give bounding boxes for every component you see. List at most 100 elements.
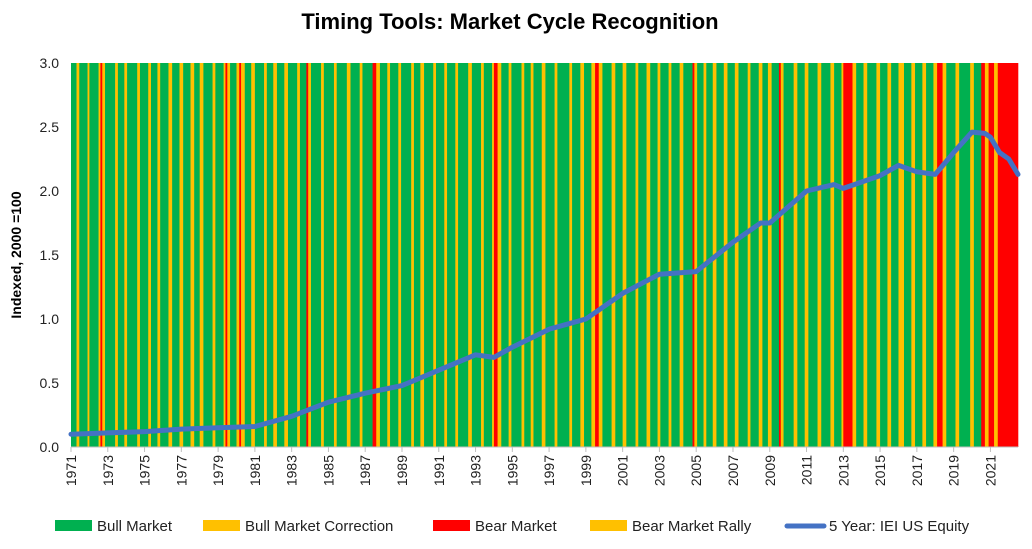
regime-band-bull [89, 63, 99, 447]
regime-band-bull [379, 63, 388, 447]
regime-band-bull [127, 63, 138, 447]
regime-band-correction [227, 63, 231, 447]
regime-band-bear [692, 63, 695, 447]
regime-band-correction [984, 63, 989, 447]
x-tick-label: 1985 [320, 455, 336, 486]
regime-band-bull [572, 63, 581, 447]
regime-band-correction [492, 63, 495, 447]
regime-band-bull [683, 63, 693, 447]
regime-band-bull [244, 63, 252, 447]
x-tick-label: 1979 [210, 455, 226, 486]
regime-band-bull [215, 63, 224, 447]
x-tick-label: 1989 [394, 455, 410, 486]
regime-band-bull [287, 63, 298, 447]
regime-band-correction [530, 63, 534, 447]
regime-band-bull [762, 63, 769, 447]
x-tick-label: 2001 [615, 455, 631, 486]
regime-band-correction [646, 63, 651, 447]
x-tick-label: 2011 [799, 455, 815, 485]
regime-band-correction [863, 63, 868, 447]
regime-band-bear [997, 63, 1019, 447]
regime-band-bull [105, 63, 116, 447]
regime-band-bull [390, 63, 399, 447]
regime-band-correction [297, 63, 301, 447]
regime-band-bull [254, 63, 265, 447]
regime-band-bull [808, 63, 818, 447]
y-tick-label: 2.5 [40, 119, 60, 135]
legend-label: 5 Year: IEI US Equity [829, 518, 970, 535]
regime-band-correction [734, 63, 739, 447]
regime-band-bear [372, 63, 377, 447]
regime-band-correction [137, 63, 141, 447]
regime-band-correction [942, 63, 947, 447]
regime-band-correction [251, 63, 256, 447]
x-tick-label: 2007 [725, 455, 741, 486]
legend-swatch [590, 520, 627, 531]
regime-band-correction [622, 63, 627, 447]
regime-band-correction [359, 63, 363, 447]
x-tick-label: 2003 [651, 455, 667, 486]
x-tick-label: 1973 [100, 455, 116, 486]
regime-band-correction [933, 63, 938, 447]
regime-band-correction [420, 63, 425, 447]
regime-band-correction [223, 63, 226, 447]
legend: Bull Market Bull Market Correction Bear Ma… [55, 518, 970, 535]
regime-band-correction [115, 63, 119, 447]
x-tick-label: 1983 [284, 455, 300, 486]
regime-band-correction [179, 63, 184, 447]
regime-band-correction [657, 63, 661, 447]
regime-band-correction [635, 63, 639, 447]
regime-band-bull [501, 63, 509, 447]
x-tick-label: 1995 [504, 455, 520, 486]
regime-band-bear [100, 63, 103, 447]
x-tick-label: 2005 [688, 455, 704, 486]
regime-band-correction [102, 63, 106, 447]
regime-band-bull [299, 63, 307, 447]
regime-band-bull [71, 63, 77, 447]
regime-band-bull [557, 63, 570, 447]
regime-band-bull [230, 63, 237, 447]
regime-band-correction [508, 63, 512, 447]
regime-bands [71, 63, 1019, 447]
regime-band-correction [569, 63, 573, 447]
regime-band-correction [87, 63, 90, 447]
regime-band-correction [157, 63, 161, 447]
x-tick-label: 2021 [982, 455, 998, 486]
x-tick-label: 1999 [578, 455, 594, 486]
regime-band-correction [598, 63, 603, 447]
x-tick-label: 1997 [541, 455, 557, 486]
regime-band-bull [79, 63, 88, 447]
regime-band-correction [955, 63, 960, 447]
regime-band-bull [602, 63, 612, 447]
regime-band-correction [455, 63, 459, 447]
regime-band-bear [778, 63, 782, 447]
regime-band-correction [346, 63, 351, 447]
regime-band-bull [483, 63, 493, 447]
regime-band-bull [959, 63, 971, 447]
regime-band-correction [723, 63, 728, 447]
regime-band-bull [660, 63, 669, 447]
regime-band-bull [584, 63, 592, 447]
regime-band-bull [310, 63, 322, 447]
regime-band-bull [891, 63, 899, 447]
regime-band-correction [264, 63, 268, 447]
regime-band-correction [887, 63, 892, 447]
regime-band-correction [817, 63, 822, 447]
x-tick-label: 1971 [63, 455, 79, 486]
regime-band-correction [212, 63, 216, 447]
x-tick-label: 1991 [431, 455, 447, 486]
regime-band-bull [117, 63, 125, 447]
regime-band-bull [903, 63, 912, 447]
x-tick-label: 1977 [173, 455, 189, 486]
regime-band-bull [172, 63, 180, 447]
y-tick-label: 2.0 [40, 183, 60, 199]
regime-band-bull [697, 63, 704, 447]
x-tick-label: 2019 [946, 455, 962, 486]
regime-band-correction [168, 63, 173, 447]
regime-band-correction [970, 63, 975, 447]
regime-band-bull [750, 63, 760, 447]
regime-band-bull [350, 63, 360, 447]
y-tick-label: 1.0 [40, 311, 60, 327]
regime-band-bull [266, 63, 274, 447]
